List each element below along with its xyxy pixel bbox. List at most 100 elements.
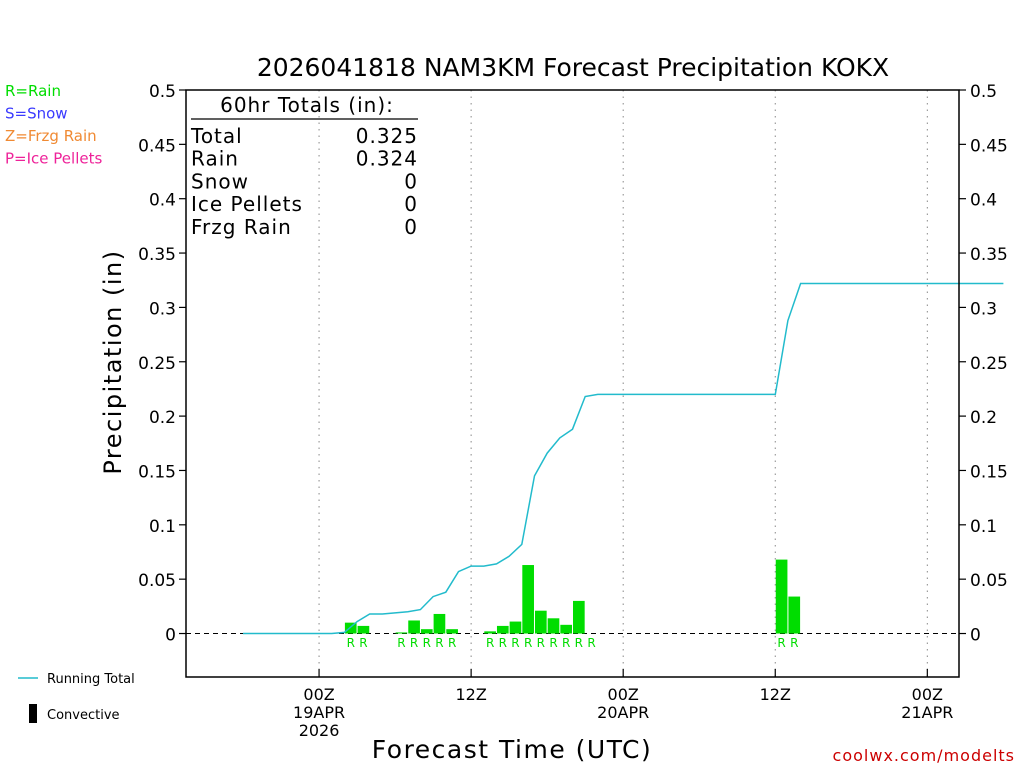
y-tick-label-left: 0.15 [138, 462, 176, 482]
y-tick-label-right: 0.25 [970, 354, 1008, 374]
y-tick-label-left: 0.35 [138, 245, 176, 265]
precip-bar [484, 631, 496, 634]
precip-type-legend: R=Rain S=Snow Z=Frzg Rain P=Ice Pellets [5, 82, 102, 168]
y-tick-label-right: 0.5 [970, 82, 997, 102]
y-tick-label-right: 0.4 [970, 191, 997, 211]
precip-bar [395, 632, 408, 634]
series-legend: Running Total Convective [18, 672, 135, 723]
precip-bar [547, 618, 560, 634]
x-tick-label: 20APR [597, 703, 649, 722]
y-tick-label-left: 0.3 [149, 299, 176, 319]
precip-bar [509, 621, 522, 634]
precip-type-letter: R [486, 636, 494, 650]
x-tick-label: 12Z [760, 685, 791, 704]
totals-value: 0.325 [356, 124, 418, 148]
y-tick-label-right: 0.3 [970, 299, 997, 319]
precip-bar [446, 629, 458, 634]
y-axis-label: Precipitation (in) [99, 249, 127, 474]
x-tick-label: 19APR [293, 703, 345, 722]
legend-entry: P=Ice Pellets [5, 150, 102, 168]
y-tick-label-right: 0.05 [970, 571, 1008, 591]
running-total-line [243, 282, 1004, 635]
precip-bar [560, 624, 572, 634]
grid-lines [318, 90, 928, 677]
totals-label: Rain [191, 147, 239, 171]
convective-legend-label: Convective [47, 708, 120, 723]
y-axis: 0 00.05 0.050.1 0.10.15 0.150.2 0.20.25 0.250.… [138, 82, 1008, 646]
precip-type-letter: R [524, 636, 532, 650]
precip-type-letter: R [499, 636, 507, 650]
precip-bar [534, 610, 547, 634]
y-tick-label-right: 0.1 [970, 517, 997, 537]
totals-value: 0 [404, 192, 418, 216]
y-tick-label-left: 0.1 [149, 517, 176, 537]
watermark: coolwx.com/modelts [833, 746, 1015, 765]
precip-bar [775, 559, 788, 634]
y-tick-label-left: 0.45 [138, 136, 176, 156]
y-tick-label-right: 0.2 [970, 408, 997, 428]
convective-legend-swatch [29, 704, 37, 723]
precip-type-letter: R [790, 636, 798, 650]
running-total-legend-label: Running Total [47, 672, 135, 687]
legend-entry: R=Rain [5, 82, 61, 100]
x-tick-label: 00Z [608, 685, 639, 704]
precip-bar [522, 565, 534, 634]
precip-bar [433, 613, 446, 634]
precip-bar [496, 625, 509, 634]
precip-type-letter: R [537, 636, 545, 650]
running-total-series [243, 282, 1004, 635]
precip-type-letter: R [448, 636, 456, 650]
precip-type-letter: R [562, 636, 570, 650]
precip-bar [420, 629, 433, 634]
precip-type-letter: R [575, 636, 583, 650]
precip-bar [573, 600, 585, 634]
totals-label: Snow [191, 169, 249, 193]
y-tick-label-left: 0 [165, 626, 176, 646]
legend-entry: S=Snow [5, 105, 68, 123]
precip-bar [344, 622, 357, 634]
precip-bar [788, 596, 801, 634]
precip-type-letter: R [359, 636, 367, 650]
y-tick-label-right: 0.35 [970, 245, 1008, 265]
x-axis-label: Forecast Time (UTC) [372, 735, 652, 764]
precip-type-letter: R [410, 636, 418, 650]
y-tick-label-left: 0.2 [149, 408, 176, 428]
precip-type-letter: R [397, 636, 405, 650]
precip-bars [344, 559, 801, 634]
plot-frame [185, 89, 960, 678]
totals-value: 0 [404, 215, 418, 239]
y-tick-label-left: 0.05 [138, 571, 176, 591]
x-tick-label: 00Z [912, 685, 943, 704]
precip-type-letter: R [549, 636, 557, 650]
totals-value: 0.324 [356, 147, 418, 171]
y-tick-label-left: 0.4 [149, 191, 176, 211]
precip-bar [357, 625, 370, 634]
y-tick-label-left: 0.5 [149, 82, 176, 102]
x-tick-label: 21APR [901, 703, 953, 722]
totals-label: Frzg Rain [191, 215, 292, 239]
y-tick-label-left: 0.25 [138, 354, 176, 374]
x-tick-label: 2026 [299, 721, 340, 740]
precip-bar [408, 620, 420, 634]
y-tick-label-right: 0.15 [970, 462, 1008, 482]
totals-label: Total [190, 124, 243, 148]
totals-box: 60hr Totals (in): Total 0.325 Rain 0.324 Snow… [190, 93, 418, 239]
totals-label: Ice Pellets [191, 192, 303, 216]
legend-entry: Z=Frzg Rain [5, 127, 97, 145]
precip-type-letter: R [511, 636, 519, 650]
precip-type-letter: R [777, 636, 785, 650]
x-tick-label: 00Z [303, 685, 334, 704]
x-tick-label: 12Z [455, 685, 486, 704]
precip-type-letter: R [435, 636, 443, 650]
chart-title: 2026041818 NAM3KM Forecast Precipitation… [257, 53, 889, 82]
y-tick-label-right: 0.45 [970, 136, 1008, 156]
y-tick-label-right: 0 [970, 626, 981, 646]
precip-type-letter: R [347, 636, 355, 650]
precip-type-letter: R [587, 636, 595, 650]
totals-value: 0 [404, 169, 418, 193]
totals-header: 60hr Totals (in): [220, 93, 394, 117]
